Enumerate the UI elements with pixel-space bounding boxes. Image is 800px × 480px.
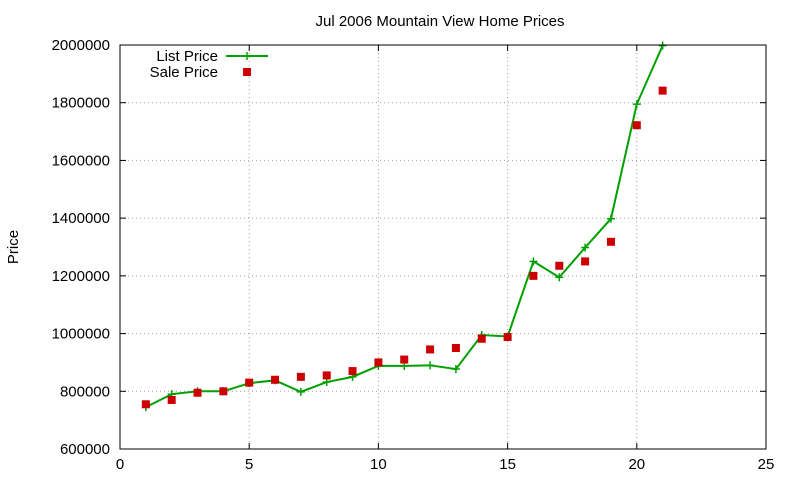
legend-label: Sale Price (150, 64, 218, 81)
data-point (400, 355, 409, 364)
plot-border (119, 44, 767, 450)
data-point (555, 273, 564, 282)
series-line (145, 45, 664, 409)
data-point (581, 257, 590, 266)
data-point (606, 214, 615, 223)
series-layer (141, 41, 667, 412)
data-point (606, 237, 615, 246)
data-point (296, 372, 305, 381)
data-point (529, 257, 538, 266)
data-point (245, 378, 254, 387)
data-point (219, 387, 228, 396)
data-point (374, 358, 383, 367)
data-point (632, 121, 641, 130)
data-point (529, 271, 538, 280)
series-sale-price (141, 86, 667, 409)
y-tick-label: 1200000 (52, 268, 110, 285)
y-tick-label: 1400000 (52, 210, 110, 227)
y-tick-label: 1000000 (52, 326, 110, 343)
data-point (477, 334, 486, 343)
data-point (503, 333, 512, 342)
x-tick-label: 5 (245, 456, 253, 473)
data-point (658, 41, 667, 50)
legend-label: List Price (156, 48, 218, 65)
x-tick-label: 25 (758, 456, 775, 473)
data-point (296, 387, 305, 396)
x-tick-label: 20 (628, 456, 645, 473)
y-tick-label: 1600000 (52, 152, 110, 169)
data-point (271, 375, 280, 384)
data-point (322, 371, 331, 380)
legend-marker (243, 68, 251, 76)
data-point (426, 361, 435, 370)
y-tick-label: 2000000 (52, 37, 110, 54)
data-point (632, 100, 641, 109)
y-tick-label: 1800000 (52, 95, 110, 112)
y-tick-label: 600000 (60, 441, 110, 458)
grid (120, 45, 766, 449)
data-point (348, 367, 357, 376)
data-point (451, 344, 460, 352)
x-tick-label: 0 (116, 456, 124, 473)
y-axis-label: Price (5, 230, 22, 264)
x-tick-label: 10 (370, 456, 387, 473)
data-point (141, 400, 150, 409)
legend-marker (243, 52, 251, 60)
data-point (193, 388, 202, 397)
axis-ticks: 0 5 10 15 20 25 600000 800000 1000000 1200000 1400… (52, 37, 775, 473)
data-point (167, 395, 176, 404)
data-point (555, 261, 564, 270)
y-tick-label: 800000 (60, 383, 110, 400)
data-point (581, 243, 590, 252)
data-point (451, 365, 460, 374)
chart-title: Jul 2006 Mountain View Home Prices (315, 13, 564, 30)
x-tick-label: 15 (499, 456, 516, 473)
data-point (658, 86, 667, 95)
data-point (426, 345, 435, 354)
